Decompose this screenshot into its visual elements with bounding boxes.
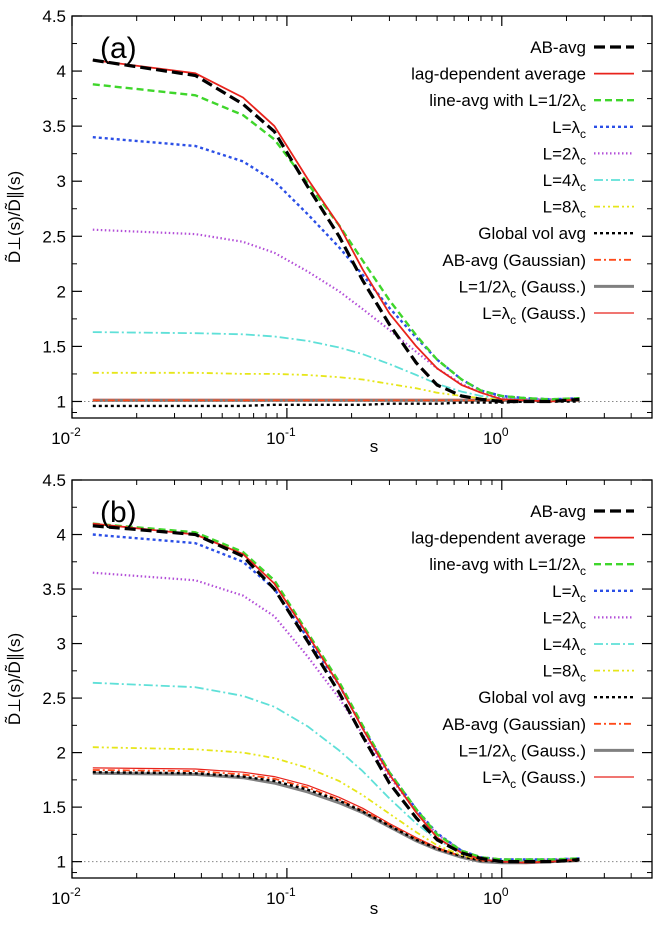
x-tick-label: 100 <box>483 425 509 448</box>
legend-label: lag-dependent average <box>411 529 586 548</box>
y-tick-label: 2.5 <box>42 227 66 246</box>
legend-label: AB-avg <box>530 502 586 521</box>
legend-label: L=2λc <box>543 144 586 167</box>
plot-frame <box>71 15 653 419</box>
y-tick-label: 1.5 <box>42 337 66 356</box>
x-tick-label: 10-2 <box>51 885 81 908</box>
legend-label: L=λc <box>552 582 586 605</box>
series-line <box>92 331 580 401</box>
chart-panel-2: 10-2 10-1 100 1 1.5 2 2.5 3 3.5 4 4.5 (b) AB-avg lag-… <box>4 471 653 918</box>
y-tick-label: 2 <box>57 744 66 763</box>
series-line <box>92 83 580 401</box>
series-line <box>92 746 580 862</box>
y-tick-label: 3.5 <box>42 580 66 599</box>
legend-label: L=λc (Gauss.) <box>482 768 586 791</box>
y-tick-label: 1 <box>57 392 66 411</box>
y-tick-label: 3.5 <box>42 117 66 136</box>
legend-label: L=λc (Gauss.) <box>482 304 586 327</box>
legend-label: L=8λc <box>543 662 586 685</box>
x-tick-label: 10-1 <box>266 425 296 448</box>
series-line <box>92 524 580 864</box>
legend-label: Global vol avg <box>478 224 586 243</box>
y-tick-label: 3 <box>57 172 66 191</box>
x-axis-label: s <box>370 437 379 456</box>
panel-label: (a) <box>100 32 137 65</box>
y-axis-label: D̃⊥(s)/D̃∥(s) <box>4 633 24 725</box>
legend-label: L=1/2λc (Gauss.) <box>459 741 586 764</box>
y-tick-label: 1 <box>57 853 66 872</box>
legend-label: L=λc <box>552 118 586 141</box>
legend-label: AB-avg (Gaussian) <box>442 715 586 734</box>
x-tick-label: 100 <box>483 885 509 908</box>
series-line <box>92 522 580 861</box>
panel-label: (b) <box>100 496 137 529</box>
series-line <box>92 59 580 403</box>
y-tick-label: 4.5 <box>42 7 66 26</box>
x-axis-label: s <box>370 899 379 918</box>
y-tick-label: 3 <box>57 635 66 654</box>
series-group <box>92 58 580 408</box>
series-line <box>92 58 580 404</box>
legend-label: L=8λc <box>543 198 586 221</box>
y-tick-label: 4 <box>57 62 66 81</box>
legend-label: Global vol avg <box>478 688 586 707</box>
y-tick-label: 1.5 <box>42 798 66 817</box>
y-tick-label: 4.5 <box>42 471 66 490</box>
chart-panel-1: 10-2 10-1 100 1 1.5 2 2.5 3 3.5 4 4.5 (a) AB-avg lag-… <box>4 7 653 456</box>
y-tick-label: 2.5 <box>42 689 66 708</box>
y-tick-label: 2 <box>57 282 66 301</box>
legend-label: L=1/2λc (Gauss.) <box>459 277 586 300</box>
legend-label: L=4λc <box>543 635 586 658</box>
x-tick-label: 10-1 <box>266 885 296 908</box>
legend-label: line-avg with L=1/2λc <box>429 91 586 114</box>
legend-label: lag-dependent average <box>411 65 586 84</box>
legend-label: AB-avg (Gaussian) <box>442 251 586 270</box>
legend-label: L=4λc <box>543 171 586 194</box>
plot-frame <box>71 479 653 879</box>
y-axis-label: D̃⊥(s)/D̃∥(s) <box>4 171 24 263</box>
legend-label: L=2λc <box>543 608 586 631</box>
legend-label: line-avg with L=1/2λc <box>429 555 586 578</box>
series-group <box>92 522 580 865</box>
series-line <box>92 400 580 408</box>
x-tick-label: 10-2 <box>51 425 81 448</box>
legend-label: AB-avg <box>530 38 586 57</box>
y-tick-label: 4 <box>57 526 66 545</box>
